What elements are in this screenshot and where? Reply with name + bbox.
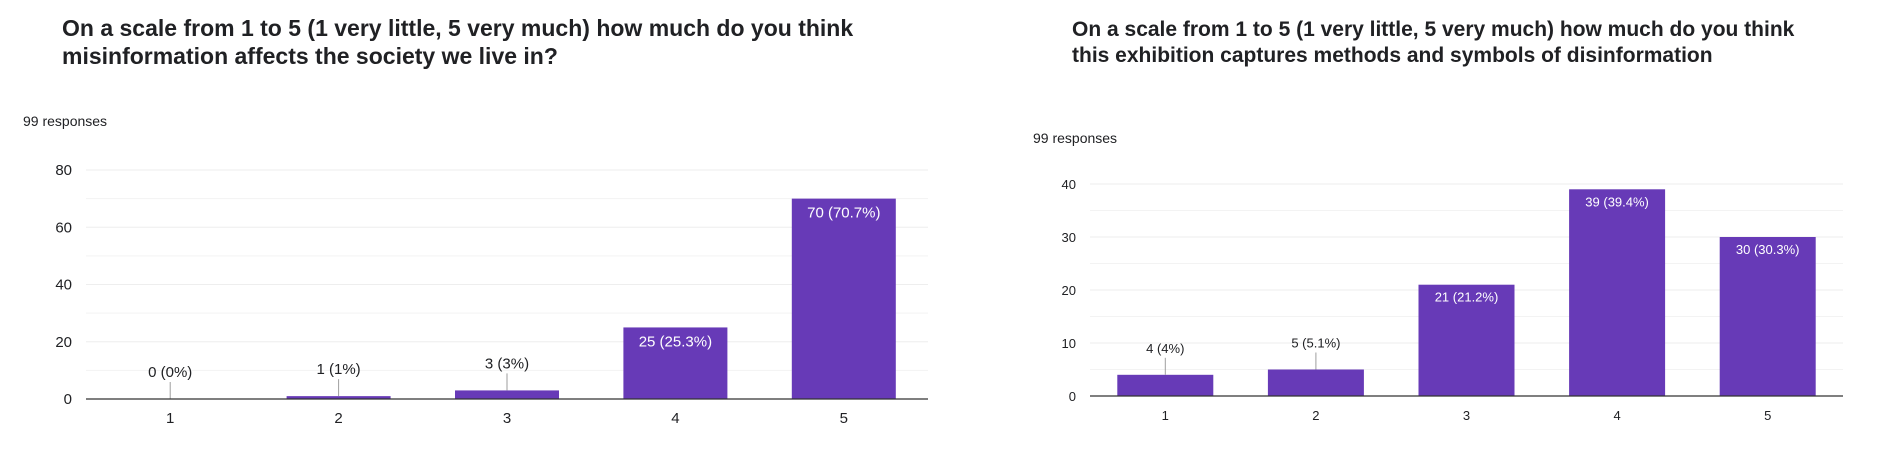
data-label: 39 (39.4%): [1585, 194, 1649, 209]
y-tick-label: 0: [64, 391, 72, 408]
bar: [1117, 374, 1214, 396]
x-tick-label: 2: [1312, 408, 1319, 423]
y-tick-label: 30: [1062, 230, 1076, 245]
bar: [1418, 284, 1515, 396]
y-tick-label: 40: [1062, 177, 1076, 192]
bar: [1267, 369, 1364, 396]
data-label: 30 (30.3%): [1736, 242, 1800, 257]
y-tick-label: 0: [1069, 389, 1076, 404]
data-label: 0 (0%): [148, 364, 192, 381]
response-count: 99 responses: [1033, 130, 1118, 146]
x-tick-label: 1: [1162, 408, 1169, 423]
bar: [791, 198, 896, 399]
x-tick-label: 2: [334, 410, 342, 427]
bar: [1569, 189, 1666, 396]
bar: [1719, 237, 1816, 396]
data-label: 1 (1%): [317, 361, 361, 378]
bar-chart-society: 0 20 40 60 80 0 (0%) 1 1 (1%) 2 3 (3%) 3 25 (25.3%)…: [55, 162, 928, 427]
y-tick-label: 10: [1062, 336, 1076, 351]
x-tick-label: 4: [671, 410, 679, 427]
y-tick-label: 20: [55, 334, 72, 351]
question-title-line2: misinformation affects the society we li…: [62, 43, 558, 70]
x-tick-label: 4: [1613, 408, 1620, 423]
bar-chart-exhibition: 0 10 20 30 40 4 (4%) 1 5 (5.1%) 2 21 (21.2%) 3 39 (…: [1062, 177, 1843, 423]
x-tick-label: 3: [503, 410, 511, 427]
bar: [286, 396, 391, 399]
data-label: 3 (3%): [485, 355, 529, 372]
x-tick-label: 5: [840, 410, 848, 427]
question-title-line1: On a scale from 1 to 5 (1 very little, 5…: [62, 15, 854, 41]
y-tick-label: 20: [1062, 283, 1076, 298]
chart-panel-society: On a scale from 1 to 5 (1 very little, 5…: [23, 14, 928, 427]
question-title-line2: this exhibition captures methods and sym…: [1072, 43, 1713, 67]
x-tick-label: 3: [1463, 408, 1470, 423]
y-tick-label: 40: [55, 277, 72, 294]
question-title: On a scale from 1 to 5 (1 very little, 5…: [1072, 17, 1794, 68]
x-tick-label: 5: [1764, 408, 1771, 423]
question-title-line1: On a scale from 1 to 5 (1 very little, 5…: [1072, 18, 1795, 41]
data-label: 5 (5.1%): [1291, 336, 1340, 351]
x-tick-label: 1: [166, 410, 174, 427]
response-count: 99 responses: [23, 113, 108, 129]
data-label: 4 (4%): [1146, 341, 1184, 356]
data-label: 70 (70.7%): [807, 205, 880, 222]
bar: [455, 390, 559, 399]
chart-panel-exhibition: On a scale from 1 to 5 (1 very little, 5…: [1020, 0, 1895, 463]
y-tick-label: 60: [55, 219, 72, 236]
data-label: 21 (21.2%): [1435, 290, 1499, 305]
data-label: 25 (25.3%): [639, 333, 712, 350]
question-title: On a scale from 1 to 5 (1 very little, 5…: [62, 14, 853, 70]
y-tick-label: 80: [55, 162, 72, 179]
bar: [623, 327, 728, 399]
